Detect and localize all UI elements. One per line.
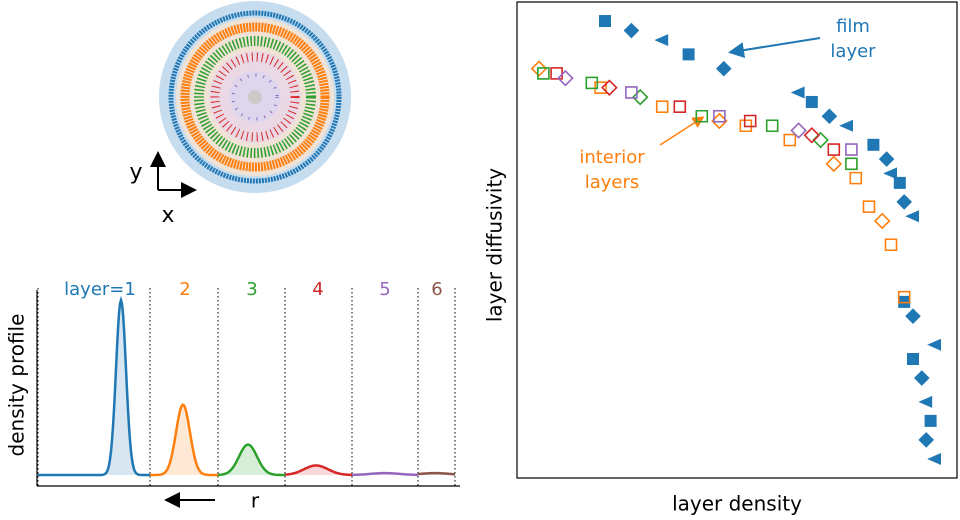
point [914, 370, 930, 386]
point [893, 176, 906, 189]
point [530, 60, 548, 77]
point [550, 67, 563, 80]
density-fill [150, 404, 218, 475]
point [905, 210, 919, 223]
x-axis-label: r [251, 489, 260, 513]
point [905, 308, 921, 324]
point [918, 432, 934, 448]
layer-label: 2 [179, 279, 190, 300]
annotation: interior [579, 147, 645, 168]
density-curve [150, 403, 218, 477]
point [654, 34, 669, 47]
layer-label: 4 [312, 279, 323, 300]
point [765, 119, 779, 133]
point [927, 338, 941, 351]
point [682, 48, 695, 61]
point [924, 414, 937, 427]
layer-label: 5 [379, 279, 390, 300]
point [927, 452, 941, 465]
point [867, 138, 880, 151]
layer-label: layer=1 [64, 279, 136, 300]
point [812, 131, 829, 149]
point [918, 395, 933, 408]
point [743, 114, 757, 128]
point [845, 143, 858, 156]
density-curve [38, 295, 150, 477]
density-curve [284, 464, 353, 477]
y-axis-label: layer diffusivity [483, 168, 507, 322]
point [790, 122, 807, 139]
point [803, 126, 821, 144]
density-curve [417, 471, 456, 476]
layer-label: 6 [431, 279, 442, 300]
point [884, 238, 898, 252]
point [827, 143, 841, 156]
scatter-panel: layer density layer diffusivity film laye… [483, 1, 958, 516]
y-axis-label: density profile [5, 314, 29, 457]
density-curve [217, 443, 285, 477]
point [631, 88, 649, 106]
point [790, 86, 805, 99]
point [878, 151, 895, 167]
point [716, 60, 732, 77]
point [849, 171, 863, 185]
point [897, 290, 911, 304]
annotation: layer [830, 41, 876, 62]
point [695, 109, 709, 123]
density-fill [218, 444, 285, 475]
point [585, 76, 599, 90]
inset-y-label: y [129, 160, 142, 185]
point [805, 95, 818, 108]
density-curve [351, 471, 419, 477]
point [907, 353, 919, 365]
inset-diagram: y x [129, 1, 351, 228]
point [839, 119, 853, 132]
point [594, 81, 607, 94]
point [845, 157, 858, 171]
point [557, 69, 574, 87]
point [783, 133, 797, 147]
point [599, 15, 611, 28]
point [883, 167, 897, 180]
x-axis-label: layer density [672, 492, 802, 516]
point [625, 86, 638, 99]
point [713, 109, 726, 123]
point [821, 108, 838, 125]
point [673, 100, 687, 114]
point [623, 22, 640, 39]
layer-label: 3 [246, 279, 257, 300]
annotation: film [836, 16, 870, 37]
point [655, 100, 669, 114]
point [601, 79, 618, 96]
point [873, 212, 891, 230]
point [537, 67, 550, 80]
inset-x-label: x [161, 203, 174, 228]
density-profile: density profile r layer=1 2 3 4 5 6 [5, 279, 460, 513]
point [896, 194, 912, 210]
point [825, 155, 843, 173]
annotation: layers [585, 172, 640, 193]
density-fill [38, 300, 150, 475]
point [739, 119, 753, 133]
point [862, 200, 876, 213]
